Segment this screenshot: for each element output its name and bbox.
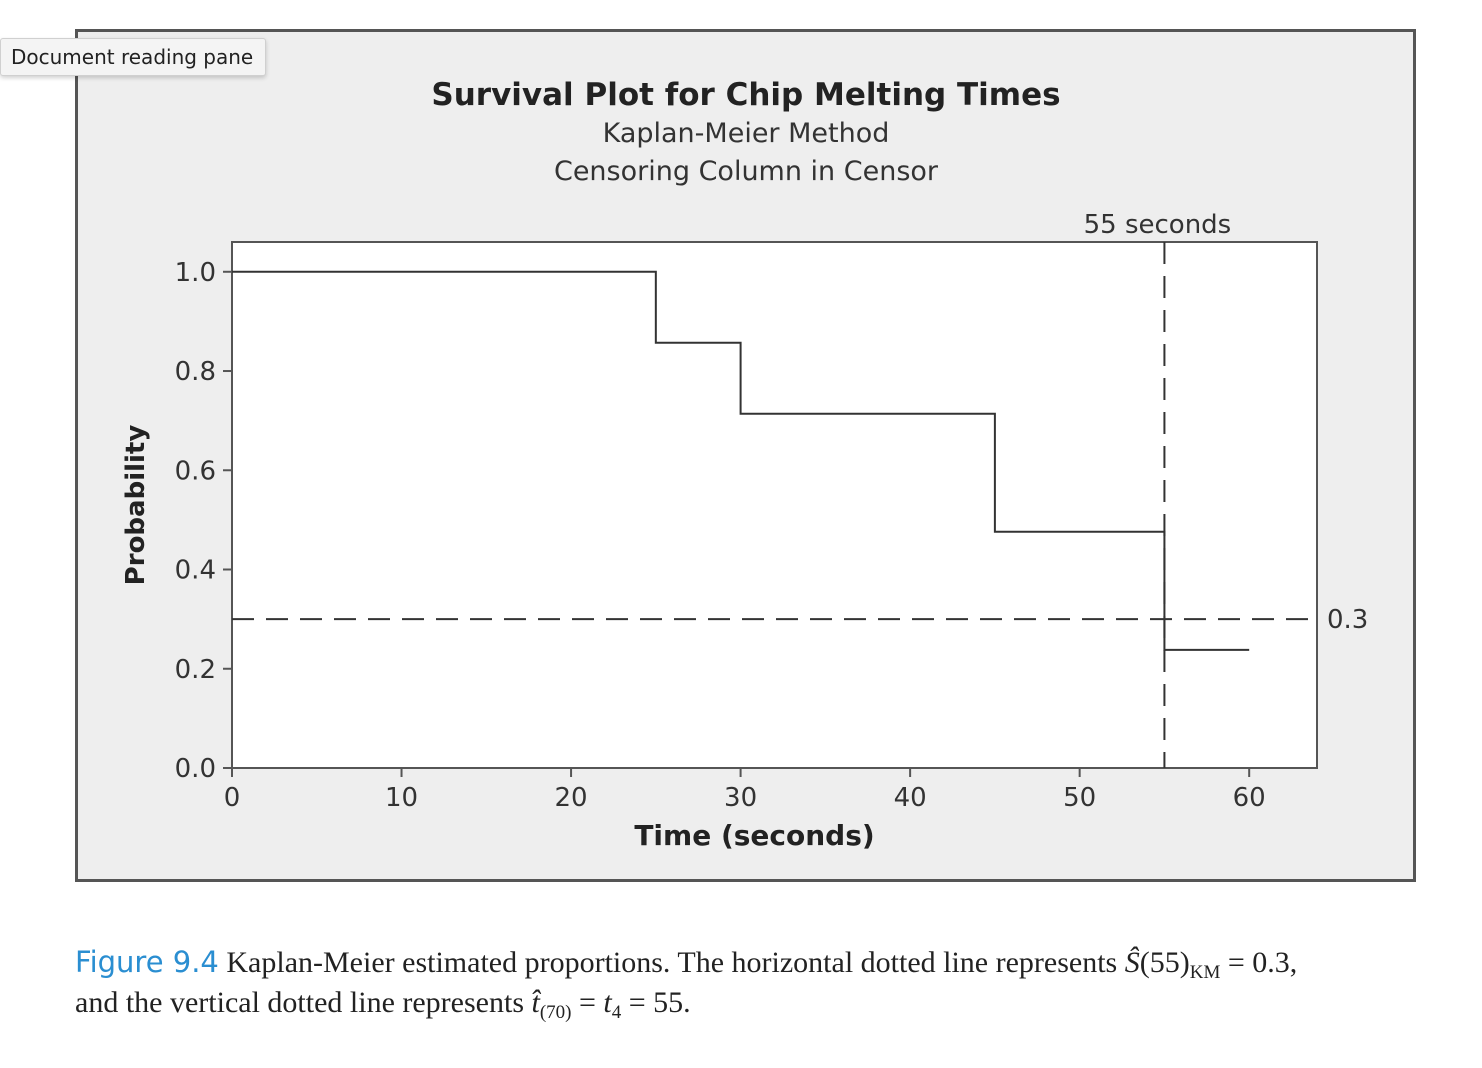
- y-tick-label: 0.4: [175, 556, 216, 586]
- x-tick-label: 0: [224, 783, 241, 813]
- y-tick-label: 0.8: [175, 357, 216, 387]
- caption-t-sub: (70): [539, 1002, 572, 1023]
- y-axis-label: Probability: [121, 425, 151, 586]
- vertical-reference-label: 55 seconds: [1084, 210, 1232, 240]
- tooltip-label: Document reading pane: [11, 45, 254, 69]
- caption-t-hat: t̂: [531, 986, 540, 1019]
- caption-t4-sub: 4: [611, 1002, 622, 1023]
- y-tick-label: 1.0: [175, 258, 216, 288]
- horizontal-reference-label: 0.3: [1327, 605, 1368, 635]
- x-tick-label: 60: [1233, 783, 1266, 813]
- figure-label: Figure 9.4: [75, 945, 219, 979]
- plot-area: [231, 241, 1318, 769]
- caption-s-sub: KM: [1189, 962, 1221, 983]
- chart-subtitle-2: Censoring Column in Censor: [554, 156, 939, 187]
- caption-eq-2: =: [571, 986, 604, 1019]
- x-tick-label: 10: [385, 783, 418, 813]
- x-tick-label: 20: [555, 783, 588, 813]
- figure-caption: Figure 9.4 Kaplan-Meier estimated propor…: [75, 942, 1445, 1023]
- caption-eq-3: = 55.: [621, 986, 691, 1019]
- x-axis-label: Time (seconds): [634, 819, 874, 852]
- x-tick-label: 30: [724, 783, 757, 813]
- caption-s-hat: Ŝ: [1124, 946, 1140, 979]
- chart-title: Survival Plot for Chip Melting Times: [431, 77, 1060, 113]
- caption-text-2: and the vertical dotted line represents: [75, 986, 532, 1019]
- x-tick-label: 40: [894, 783, 927, 813]
- figure-frame: Survival Plot for Chip Melting Times Kapl…: [75, 29, 1416, 882]
- survival-step-line-0: [232, 270, 1250, 651]
- caption-s-arg: (55): [1139, 946, 1190, 979]
- y-tick-label: 0.0: [175, 754, 216, 784]
- chart-subtitle-1: Kaplan-Meier Method: [603, 118, 890, 149]
- caption-eq-1: = 0.3,: [1220, 946, 1298, 979]
- y-tick-label: 0.2: [175, 655, 216, 685]
- survival-chart: Survival Plot for Chip Melting Times Kapl…: [121, 77, 1368, 852]
- x-tick-label: 50: [1063, 783, 1096, 813]
- caption-t4: t: [603, 986, 612, 1019]
- tooltip: Document reading pane: [0, 38, 267, 76]
- caption-text-1: Kaplan-Meier estimated proportions. The …: [218, 946, 1125, 979]
- y-tick-label: 0.6: [175, 456, 216, 486]
